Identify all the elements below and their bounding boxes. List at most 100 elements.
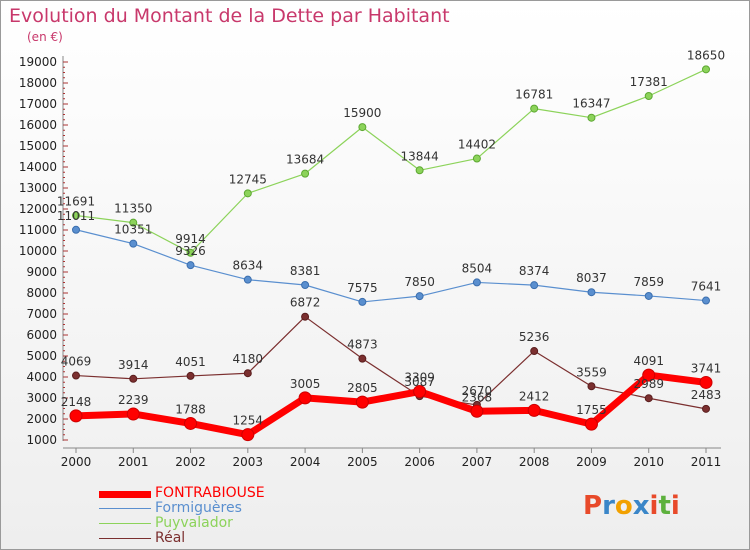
data-point (587, 382, 596, 391)
y-tick-label: 19000 (19, 55, 57, 69)
logo-letter: t (658, 491, 671, 521)
y-tick-label: 3000 (26, 391, 57, 405)
legend-label: Formiguères (155, 500, 242, 516)
logo-letter: o (614, 491, 633, 521)
data-point (358, 297, 367, 306)
y-tick-label: 4000 (26, 370, 57, 384)
data-label: 6872 (290, 296, 321, 310)
data-point (699, 375, 713, 389)
data-label: 14402 (458, 138, 496, 152)
chart-unit-label: (en €) (27, 30, 63, 44)
x-tick-label: 2000 (61, 455, 92, 469)
y-tick-label: 7000 (26, 307, 57, 321)
data-label: 1788 (175, 402, 206, 416)
data-label: 9914 (175, 232, 206, 246)
data-label: 2670 (462, 384, 493, 398)
data-point (358, 123, 367, 132)
data-point (186, 248, 195, 257)
y-tick-label: 16000 (19, 118, 57, 132)
data-label: 11011 (57, 209, 95, 223)
x-tick-label: 2007 (462, 455, 493, 469)
y-tick-label: 10000 (19, 244, 57, 258)
y-tick-label: 12000 (19, 202, 57, 216)
data-point (72, 211, 80, 220)
data-point (642, 368, 656, 382)
data-label: 8504 (462, 261, 493, 275)
x-tick-label: 2004 (290, 455, 321, 469)
y-tick-label: 5000 (26, 349, 57, 363)
legend-swatch (99, 508, 151, 509)
data-label: 3741 (691, 361, 722, 375)
data-label: 5236 (519, 330, 550, 344)
data-label: 8381 (290, 264, 321, 278)
chart-title: Evolution du Montant de la Dette par Hab… (9, 5, 450, 27)
data-point (126, 407, 140, 421)
data-point (301, 280, 310, 289)
data-point (702, 296, 710, 305)
data-label: 3087 (404, 375, 435, 389)
data-point (415, 166, 424, 175)
y-tick-label: 14000 (19, 160, 57, 174)
data-point (644, 394, 653, 403)
data-point (243, 369, 252, 378)
data-label: 15900 (343, 106, 381, 120)
x-tick-label: 2005 (347, 455, 378, 469)
data-label: 4051 (175, 355, 206, 369)
data-label: 2412 (519, 389, 550, 403)
data-point (72, 371, 80, 380)
data-point (129, 239, 138, 248)
data-label: 1254 (233, 414, 264, 428)
series-line-2 (75, 68, 707, 254)
proxiti-logo: Proxiti (583, 491, 680, 521)
y-tick-label: 8000 (26, 286, 57, 300)
data-label: 8037 (576, 271, 607, 285)
series-line-0 (75, 371, 707, 439)
data-label: 4873 (347, 338, 378, 352)
data-point (413, 385, 427, 399)
data-label: 8634 (233, 259, 264, 273)
data-label: 2368 (462, 390, 493, 404)
data-label: 13844 (401, 149, 439, 163)
data-point (129, 218, 138, 227)
y-tick-label: 1000 (26, 433, 57, 447)
data-label: 3005 (290, 377, 321, 391)
data-point (298, 391, 312, 405)
legend-swatch (99, 523, 151, 524)
data-label: 4091 (633, 354, 664, 368)
data-label: 16781 (515, 88, 553, 102)
data-point (530, 347, 539, 356)
legend-swatch (99, 491, 151, 498)
y-tick-label: 18000 (19, 76, 57, 90)
data-label: 4069 (61, 355, 92, 369)
y-tick-label: 9000 (26, 265, 57, 279)
data-label: 18650 (687, 48, 725, 62)
data-point (644, 91, 653, 100)
data-label: 2239 (118, 393, 149, 407)
data-label: 2148 (61, 395, 92, 409)
data-label: 7641 (691, 280, 722, 294)
logo-letter: x (632, 491, 650, 521)
data-label: 2805 (347, 381, 378, 395)
y-tick-label: 6000 (26, 328, 57, 342)
data-label: 2483 (691, 388, 722, 402)
data-point (243, 275, 252, 284)
x-tick-label: 2011 (691, 455, 722, 469)
data-point (358, 354, 367, 363)
data-label: 12745 (229, 172, 267, 186)
x-tick-label: 2009 (576, 455, 607, 469)
data-point (527, 403, 541, 417)
data-point (301, 312, 310, 321)
data-label: 8374 (519, 264, 550, 278)
data-point (472, 278, 481, 287)
logo-letter: P (583, 491, 603, 521)
data-label: 1755 (576, 403, 607, 417)
data-label: 16347 (572, 97, 610, 111)
data-point (355, 395, 369, 409)
data-point (472, 154, 481, 163)
data-point (129, 374, 138, 383)
data-label: 17381 (630, 75, 668, 89)
data-point (587, 113, 596, 122)
data-point (69, 409, 83, 423)
